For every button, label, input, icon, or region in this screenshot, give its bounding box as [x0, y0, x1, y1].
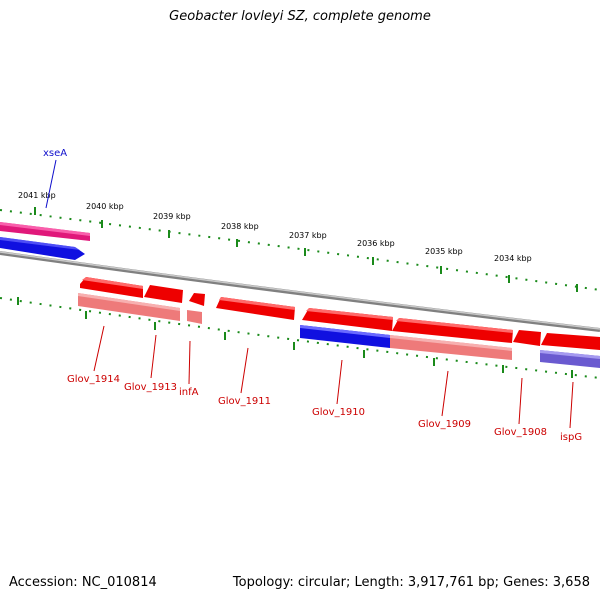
gene-ispG	[541, 333, 600, 350]
ruler-label: 2040 kbp	[86, 202, 124, 211]
label-infA: infA	[179, 387, 199, 398]
gene-glov1914	[80, 277, 143, 298]
feature-infA	[187, 310, 202, 324]
accession-text: Accession: NC_010814	[9, 575, 157, 590]
gene-glov1909	[392, 318, 513, 343]
leader-glov1908	[518, 377, 523, 425]
forward-features	[78, 293, 600, 368]
lower-ruler	[0, 297, 600, 379]
label-glov1913: Glov_1913	[124, 382, 177, 393]
upper-ruler	[0, 207, 600, 292]
ruler-label: 2037 kbp	[289, 231, 327, 240]
genome-summary-text: Topology: circular; Length: 3,917,761 bp…	[232, 575, 590, 590]
leader-infA	[188, 340, 191, 385]
leader-glov1911	[240, 347, 249, 394]
gene-xseA-cds	[0, 237, 85, 260]
label-glov1910: Glov_1910	[312, 407, 365, 418]
label-ispG: ispG	[560, 432, 582, 443]
label-glov1908: Glov_1908	[494, 427, 547, 438]
ruler-label: 2038 kbp	[221, 222, 259, 231]
gene-glov1913	[144, 285, 183, 303]
leader-glov1909	[441, 370, 449, 417]
leader-ispG	[569, 381, 574, 429]
label-glov1909: Glov_1909	[418, 419, 471, 430]
cds-glov1910	[300, 325, 390, 348]
map-title: Geobacter lovleyi SZ, complete genome	[169, 9, 431, 24]
leader-glov1910	[336, 359, 343, 405]
feature-glov1914	[78, 293, 180, 321]
ruler-label: 2035 kbp	[425, 247, 463, 256]
leader-glov1913	[150, 334, 157, 379]
gene-glov1908	[513, 330, 541, 346]
gene-glov1911	[216, 297, 295, 320]
ruler-label: 2041 kbp	[18, 191, 56, 200]
reverse-strand-genes	[0, 222, 90, 260]
label-glov1914: Glov_1914	[67, 374, 120, 385]
forward-strand-genes	[80, 277, 600, 350]
label-glov1911: Glov_1911	[218, 396, 271, 407]
genome-backbone	[0, 251, 600, 332]
ruler-label: 2036 kbp	[357, 239, 395, 248]
label-xseA: xseA	[43, 148, 67, 159]
ruler-label: 2034 kbp	[494, 254, 532, 263]
ruler-label: 2039 kbp	[153, 212, 191, 221]
gene-infA	[189, 293, 205, 306]
gene-glov1910	[302, 308, 393, 331]
leader-glov1914	[93, 325, 105, 372]
leader-xseA	[45, 159, 57, 209]
